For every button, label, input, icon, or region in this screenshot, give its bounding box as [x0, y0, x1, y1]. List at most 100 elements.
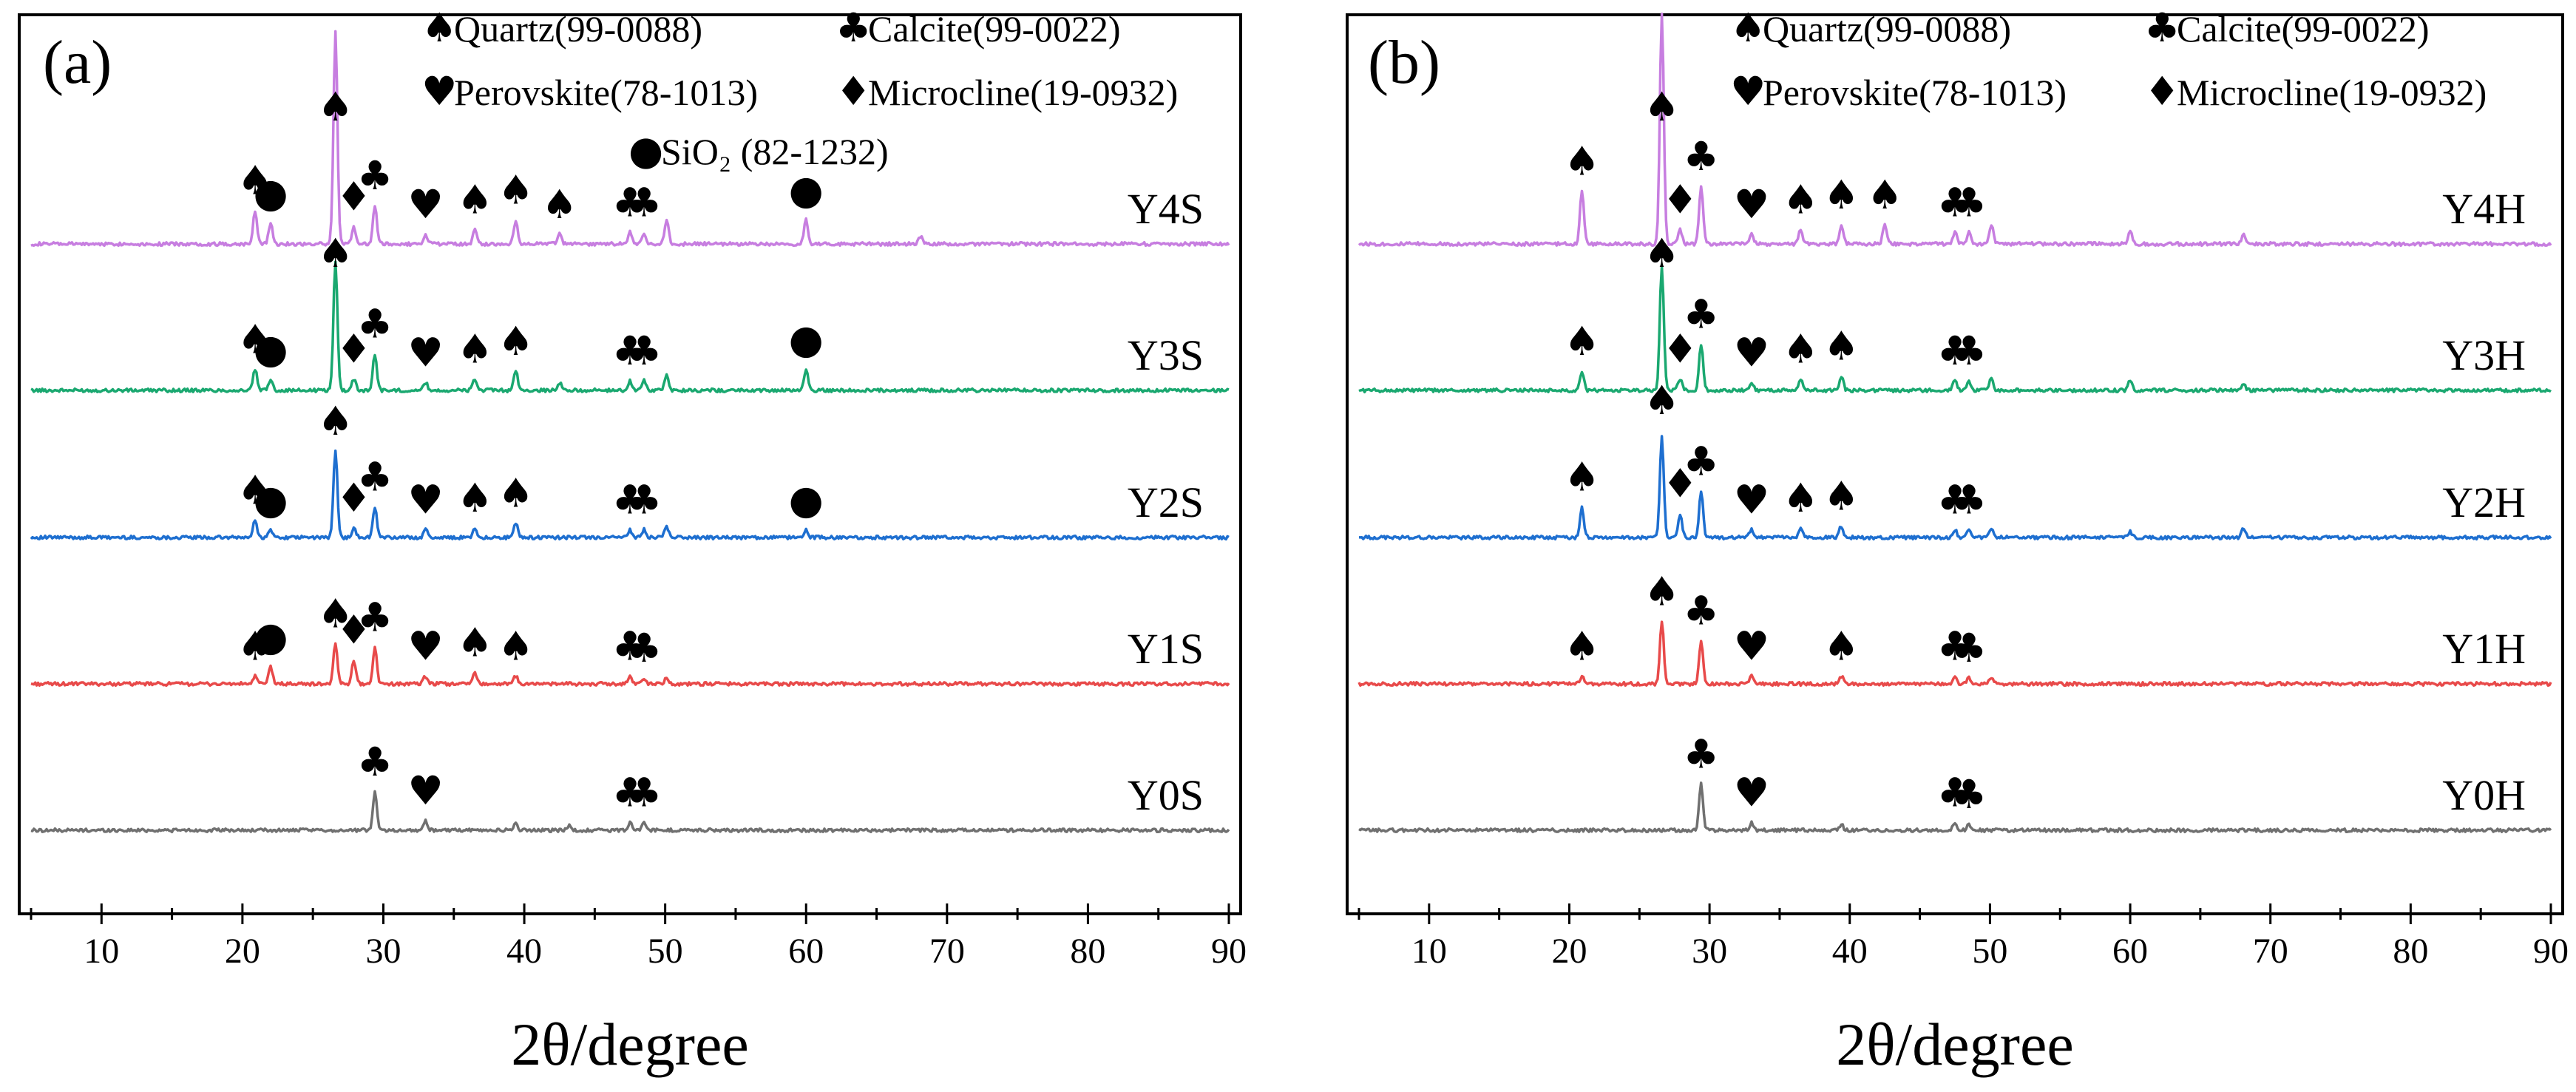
- peak-marker-icon: ♣: [612, 328, 648, 374]
- peak-marker-icon: ♠: [1783, 177, 1818, 223]
- peak-marker-icon: ●: [789, 316, 824, 362]
- peak-marker-icon: ♠: [1823, 172, 1859, 218]
- x-tick-label: 70: [2253, 932, 2288, 971]
- curve-label: Y2H: [2442, 478, 2526, 526]
- peak-marker-icon: ●: [253, 325, 288, 372]
- peak-marker-icon: ♠: [317, 590, 353, 637]
- curve-label: Y3H: [2442, 331, 2526, 379]
- peak-marker-icon: ♠: [1823, 472, 1859, 519]
- legend-symbol-icon: ♣: [835, 4, 871, 51]
- series-line: [1358, 620, 2552, 688]
- legend-symbol-icon: ♦: [835, 68, 871, 115]
- peak-marker-icon: ♠: [457, 325, 492, 372]
- x-tick-label: 70: [929, 932, 965, 971]
- peak-marker-icon: ♦: [1662, 177, 1698, 223]
- legend-item: ♦Microcline(19-0932): [835, 68, 1178, 115]
- peak-marker-icon: ♠: [1564, 318, 1599, 364]
- series-Y2H: Y2H♠♠♦♣♥ ♠ ♠ ♣♣: [1358, 377, 2552, 541]
- curve-label: Y1S: [1128, 625, 1204, 673]
- legend-item: ♠Quartz(99-0088): [1730, 4, 2011, 51]
- x-axis-title: 2θ/degree: [1836, 1011, 2074, 1078]
- peak-marker-icon: ♥: [407, 181, 443, 228]
- plot-frame: [18, 13, 1242, 915]
- peak-marker-icon: ♠: [1644, 377, 1679, 424]
- peak-marker-icon: ♣: [1684, 438, 1719, 485]
- legend-symbol-icon: ●: [628, 127, 663, 174]
- peak-marker-icon: ♦: [1662, 325, 1698, 372]
- x-tick-label: 30: [1692, 932, 1727, 971]
- peak-marker-icon: ♥: [1734, 330, 1769, 376]
- peak-marker-icon: ♣: [1684, 291, 1719, 338]
- peak-marker-icon: ♣: [1937, 770, 1973, 816]
- x-tick-label: 90: [2533, 932, 2569, 971]
- series-Y1H: Y1H♠♠ ♣♥ ♠ ♣♣: [1358, 569, 2552, 688]
- curve-label: Y4H: [2442, 185, 2526, 233]
- peak-marker-icon: ♠: [1644, 84, 1679, 130]
- x-tick-label: 80: [1070, 932, 1105, 971]
- peak-marker-icon: ♥: [407, 623, 443, 670]
- peak-marker-icon: ♣: [626, 770, 662, 816]
- peak-marker-icon: ♥: [407, 767, 443, 814]
- x-tick-label: 50: [648, 932, 683, 971]
- x-tick-label: 60: [788, 932, 824, 971]
- peak-marker-icon: ♣: [357, 453, 393, 500]
- peak-marker-icon: ♣: [357, 594, 393, 641]
- panel-b: 10 20 30 40 50 60 70 80 902θ/degree(b)♠Quartz(99…: [1346, 4, 2569, 1078]
- series-line: [30, 642, 1230, 688]
- curve-label: Y0H: [2442, 771, 2526, 819]
- legend-item: ♣Calcite(99-0022): [835, 4, 1121, 51]
- peak-marker-icon: ♣: [1937, 477, 1973, 523]
- x-tick-label: 10: [84, 932, 119, 971]
- series-line: [1358, 435, 2552, 541]
- peak-marker-icon: ♣: [1684, 133, 1719, 180]
- peak-marker-icon: ♣: [1937, 179, 1973, 225]
- peak-marker-icon: ♥: [1734, 623, 1769, 670]
- series-line: [30, 450, 1230, 541]
- legend-symbol-icon: ♦: [2144, 68, 2180, 115]
- x-tick-label: 20: [1551, 932, 1587, 971]
- panel-label: (a): [43, 28, 112, 97]
- peak-marker-icon: ♥: [1734, 770, 1769, 816]
- peak-marker-icon: ♣: [1937, 623, 1973, 670]
- x-axis-title: 2θ/degree: [511, 1011, 749, 1078]
- series-Y2S: Y2S♠●♠♦♣ ♥ ♠ ♠ ♣♣ ●: [30, 398, 1230, 541]
- x-tick-label: 40: [506, 932, 542, 971]
- peak-marker-icon: ♣: [612, 179, 648, 225]
- peak-marker-icon: ♦: [336, 475, 371, 521]
- peak-marker-icon: ♠: [237, 623, 273, 670]
- series-Y1S: Y1S♠● ♠♦♣♥ ♠ ♠ ♣♣: [30, 590, 1230, 688]
- x-tick-label: 30: [365, 932, 401, 971]
- peak-marker-icon: ♠: [1783, 325, 1818, 372]
- legend-text: Perovskite(78-1013): [1763, 72, 2067, 113]
- panel-a: 10 20 30 40 50 60 70 80 902θ/degree(a)♠Quartz(99…: [18, 4, 1247, 1078]
- plot-frame: [1346, 13, 2564, 915]
- legend-symbol-icon: ♠: [421, 4, 457, 51]
- series-Y3H: Y3H♠♠♦♣♥ ♠ ♠ ♣♣: [1358, 230, 2552, 394]
- legend-item: ●SiO₂ (82-1232): [628, 127, 889, 174]
- peak-marker-icon: ♣: [1951, 328, 1987, 374]
- legend-item: ♥Perovskite(78-1013): [421, 68, 758, 115]
- peak-marker-icon: ♣: [357, 739, 393, 785]
- peak-marker-icon: ♣: [357, 152, 393, 199]
- x-tick-label: 20: [225, 932, 260, 971]
- legend-symbol-icon: ♥: [421, 68, 457, 115]
- legend-text: Microcline(19-0932): [868, 72, 1178, 113]
- legend-text: SiO₂ (82-1232): [661, 131, 889, 172]
- series-line: [1358, 265, 2552, 394]
- curve-label: Y3S: [1128, 331, 1204, 379]
- peak-marker-icon: ♠: [237, 467, 273, 514]
- curve-label: Y2S: [1128, 478, 1204, 526]
- peak-marker-icon: ♣: [1937, 328, 1973, 374]
- peak-marker-icon: ♠: [457, 619, 492, 665]
- peak-marker-icon: ♠: [1564, 623, 1599, 670]
- legend-item: ♦Microcline(19-0932): [2144, 68, 2487, 115]
- peak-marker-icon: ♣: [1684, 731, 1719, 778]
- peak-marker-icon: ●: [253, 614, 288, 660]
- peak-marker-icon: ●: [253, 169, 288, 216]
- legend-item: ♣Calcite(99-0022): [2144, 4, 2430, 51]
- peak-marker-icon: ♦: [1662, 461, 1698, 507]
- x-tick-label: 80: [2393, 932, 2428, 971]
- legend-item: ♥Perovskite(78-1013): [1730, 68, 2067, 115]
- legend-symbol-icon: ♥: [1730, 68, 1766, 115]
- peak-marker-icon: ♥: [1734, 477, 1769, 523]
